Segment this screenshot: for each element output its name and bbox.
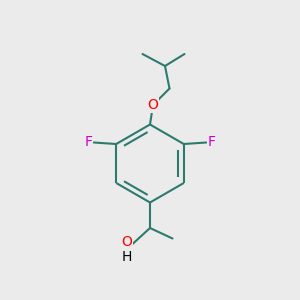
Text: H: H <box>122 250 132 264</box>
Text: O: O <box>148 98 158 112</box>
Text: F: F <box>208 136 216 149</box>
Text: O: O <box>121 235 132 249</box>
Text: F: F <box>84 136 92 149</box>
